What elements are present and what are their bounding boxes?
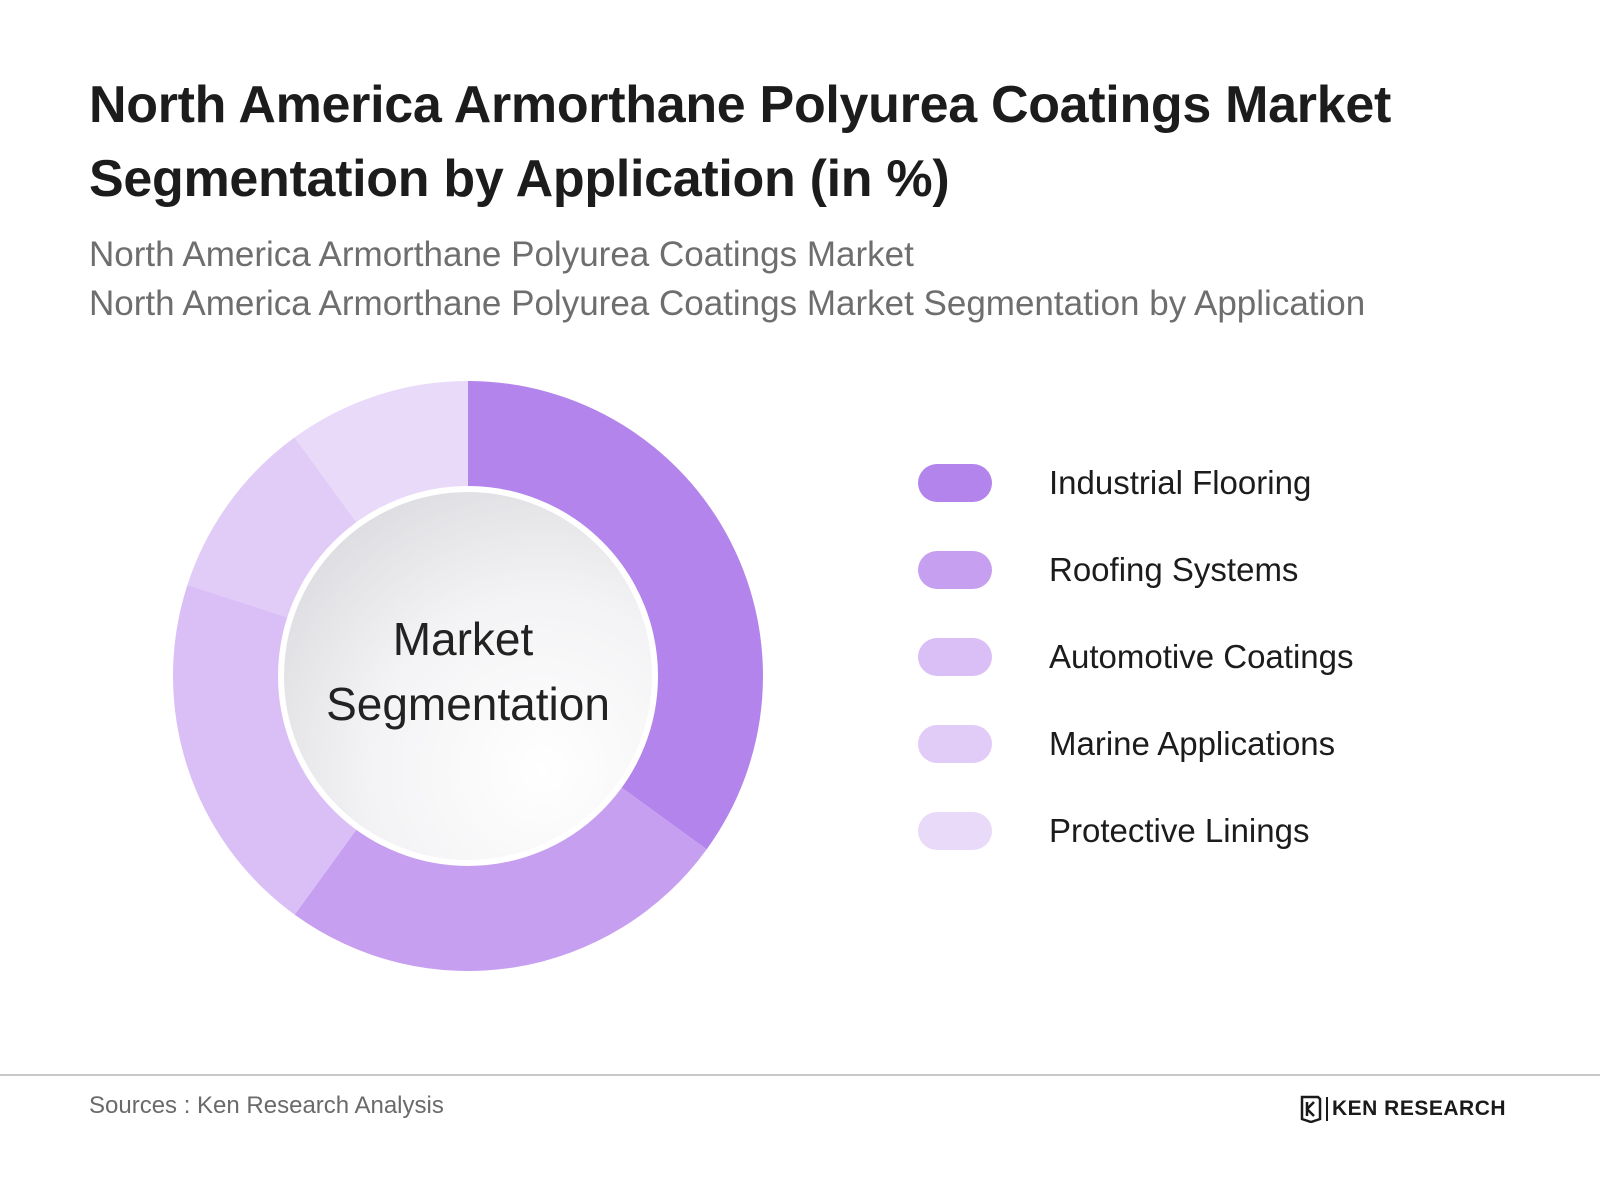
center-label-line-1: Market	[393, 613, 534, 665]
brand-name: KEN RESEARCH	[1332, 1097, 1507, 1120]
legend-item: Roofing Systems	[918, 549, 1538, 636]
legend-swatch	[918, 812, 992, 850]
sources-note: Sources : Ken Research Analysis	[89, 1092, 444, 1119]
legend-label: Protective Linings	[1049, 812, 1310, 849]
legend-swatch	[918, 551, 992, 589]
legend-label: Industrial Flooring	[1049, 464, 1312, 501]
donut-center-disc	[278, 486, 658, 866]
footer-divider	[0, 1074, 1600, 1076]
legend-item: Protective Linings	[918, 810, 1538, 897]
center-label-line-2: Segmentation	[326, 678, 610, 730]
brand: KEN RESEARCH	[1300, 1094, 1506, 1124]
legend-label: Automotive Coatings	[1049, 638, 1354, 675]
donut-slices	[173, 381, 763, 972]
legend-item: Automotive Coatings	[918, 636, 1538, 723]
donut-slice-industrial-flooring	[468, 381, 763, 850]
chart-title: North America Armorthane Polyurea Coatin…	[89, 76, 1391, 208]
donut-slice-automotive-coatings	[173, 584, 364, 915]
legend-item: Industrial Flooring	[918, 462, 1538, 549]
legend-swatch	[918, 725, 992, 763]
subtitle-line-2: North America Armorthane Polyurea Coatin…	[89, 284, 1366, 323]
legend-swatch	[918, 464, 992, 502]
legend-label: Marine Applications	[1049, 725, 1336, 762]
chart-subtitle: North America Armorthane Polyurea Coatin…	[89, 230, 1549, 328]
ken-research-logo-icon	[1300, 1095, 1322, 1123]
legend-swatch	[918, 638, 992, 676]
chart-legend: Industrial Flooring Roofing Systems Auto…	[918, 462, 1538, 897]
legend-item: Marine Applications	[918, 723, 1538, 810]
subtitle-line-1: North America Armorthane Polyurea Coatin…	[89, 235, 914, 274]
legend-label: Roofing Systems	[1049, 551, 1299, 588]
donut-slice-roofing-systems	[294, 780, 707, 972]
brand-separator	[1326, 1097, 1328, 1121]
